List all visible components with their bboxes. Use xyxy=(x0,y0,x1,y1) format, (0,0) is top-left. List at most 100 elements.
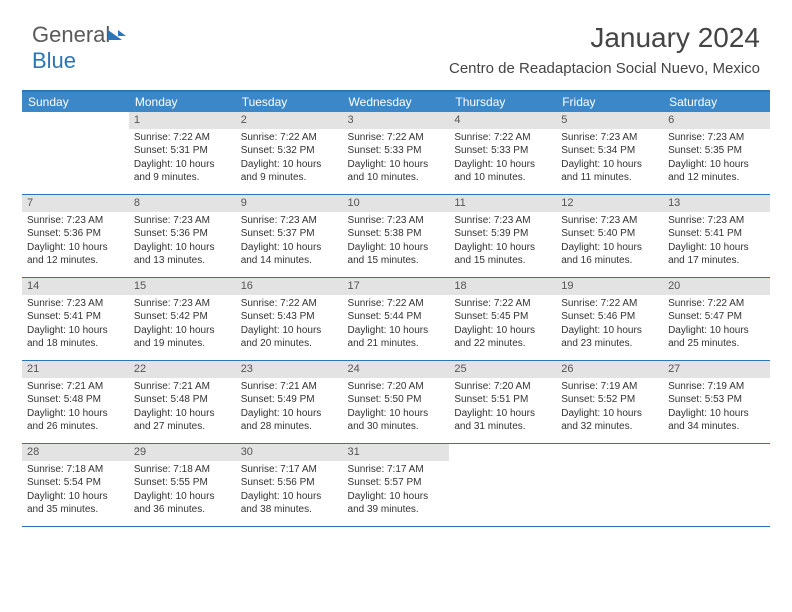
sunset-text: Sunset: 5:48 PM xyxy=(134,393,231,407)
sunset-text: Sunset: 5:52 PM xyxy=(561,393,658,407)
day-number: 12 xyxy=(556,195,663,212)
calendar-cell: 8Sunrise: 7:23 AMSunset: 5:36 PMDaylight… xyxy=(129,195,236,277)
sunset-text: Sunset: 5:36 PM xyxy=(27,227,124,241)
calendar-cell: 4Sunrise: 7:22 AMSunset: 5:33 PMDaylight… xyxy=(449,112,556,194)
sunset-text: Sunset: 5:32 PM xyxy=(241,144,338,158)
sunrise-text: Sunrise: 7:19 AM xyxy=(668,380,765,394)
sunrise-text: Sunrise: 7:23 AM xyxy=(454,214,551,228)
daylight-text: Daylight: 10 hours and 17 minutes. xyxy=(668,241,765,268)
logo-text-blue: Blue xyxy=(32,48,76,73)
logo-text-general: General xyxy=(32,22,110,47)
sunset-text: Sunset: 5:48 PM xyxy=(27,393,124,407)
daylight-text: Daylight: 10 hours and 11 minutes. xyxy=(561,158,658,185)
daylight-text: Daylight: 10 hours and 18 minutes. xyxy=(27,324,124,351)
sunrise-text: Sunrise: 7:22 AM xyxy=(134,131,231,145)
sunset-text: Sunset: 5:34 PM xyxy=(561,144,658,158)
day-body: Sunrise: 7:22 AMSunset: 5:33 PMDaylight:… xyxy=(343,129,450,189)
daylight-text: Daylight: 10 hours and 32 minutes. xyxy=(561,407,658,434)
day-number: 17 xyxy=(343,278,450,295)
daylight-text: Daylight: 10 hours and 14 minutes. xyxy=(241,241,338,268)
day-body: Sunrise: 7:22 AMSunset: 5:44 PMDaylight:… xyxy=(343,295,450,355)
sunset-text: Sunset: 5:42 PM xyxy=(134,310,231,324)
sunrise-text: Sunrise: 7:22 AM xyxy=(241,131,338,145)
sunset-text: Sunset: 5:37 PM xyxy=(241,227,338,241)
daylight-text: Daylight: 10 hours and 21 minutes. xyxy=(348,324,445,351)
calendar-cell: 12Sunrise: 7:23 AMSunset: 5:40 PMDayligh… xyxy=(556,195,663,277)
day-body: Sunrise: 7:22 AMSunset: 5:46 PMDaylight:… xyxy=(556,295,663,355)
sunset-text: Sunset: 5:31 PM xyxy=(134,144,231,158)
calendar-cell: 2Sunrise: 7:22 AMSunset: 5:32 PMDaylight… xyxy=(236,112,343,194)
day-body: Sunrise: 7:20 AMSunset: 5:50 PMDaylight:… xyxy=(343,378,450,438)
day-number: 27 xyxy=(663,361,770,378)
day-number: 18 xyxy=(449,278,556,295)
sunrise-text: Sunrise: 7:23 AM xyxy=(348,214,445,228)
calendar-cell: 10Sunrise: 7:23 AMSunset: 5:38 PMDayligh… xyxy=(343,195,450,277)
sunset-text: Sunset: 5:54 PM xyxy=(27,476,124,490)
daylight-text: Daylight: 10 hours and 27 minutes. xyxy=(134,407,231,434)
sunset-text: Sunset: 5:47 PM xyxy=(668,310,765,324)
sunset-text: Sunset: 5:49 PM xyxy=(241,393,338,407)
sunset-text: Sunset: 5:35 PM xyxy=(668,144,765,158)
sunrise-text: Sunrise: 7:18 AM xyxy=(134,463,231,477)
calendar-cell: 26 Sunrise: 7:19 AMSunset: 5:52 PMDayligh… xyxy=(556,361,663,443)
sunrise-text: Sunrise: 7:21 AM xyxy=(27,380,124,394)
daylight-text: Daylight: 10 hours and 9 minutes. xyxy=(134,158,231,185)
sunrise-text: Sunrise: 7:20 AM xyxy=(454,380,551,394)
dayname-tuesday: Tuesday xyxy=(236,92,343,112)
sunset-text: Sunset: 5:53 PM xyxy=(668,393,765,407)
day-body: Sunrise: 7:19 AMSunset: 5:53 PMDaylight:… xyxy=(663,378,770,438)
daylight-text: Daylight: 10 hours and 30 minutes. xyxy=(348,407,445,434)
calendar-day-header: Sunday Monday Tuesday Wednesday Thursday… xyxy=(22,92,770,112)
sunrise-text: Sunrise: 7:22 AM xyxy=(348,297,445,311)
day-body: Sunrise: 7:23 AMSunset: 5:36 PMDaylight:… xyxy=(22,212,129,272)
calendar-cell: . xyxy=(663,444,770,526)
day-number: 31 xyxy=(343,444,450,461)
day-number: 4 xyxy=(449,112,556,129)
day-body: Sunrise: 7:21 AMSunset: 5:49 PMDaylight:… xyxy=(236,378,343,438)
sunset-text: Sunset: 5:33 PM xyxy=(454,144,551,158)
day-number: 23 xyxy=(236,361,343,378)
calendar-cell: 21Sunrise: 7:21 AMSunset: 5:48 PMDayligh… xyxy=(22,361,129,443)
day-body: Sunrise: 7:18 AMSunset: 5:55 PMDaylight:… xyxy=(129,461,236,521)
calendar-cell: 29Sunrise: 7:18 AMSunset: 5:55 PMDayligh… xyxy=(129,444,236,526)
calendar-cell: 5 Sunrise: 7:23 AMSunset: 5:34 PMDaylight… xyxy=(556,112,663,194)
calendar-cell: 22Sunrise: 7:21 AMSunset: 5:48 PMDayligh… xyxy=(129,361,236,443)
dayname-wednesday: Wednesday xyxy=(343,92,450,112)
day-body: Sunrise: 7:23 AMSunset: 5:41 PMDaylight:… xyxy=(22,295,129,355)
day-number: 16 xyxy=(236,278,343,295)
daylight-text: Daylight: 10 hours and 9 minutes. xyxy=(241,158,338,185)
day-number: 5 xyxy=(556,112,663,129)
day-number: 29 xyxy=(129,444,236,461)
dayname-monday: Monday xyxy=(129,92,236,112)
sunrise-text: Sunrise: 7:22 AM xyxy=(241,297,338,311)
sunset-text: Sunset: 5:33 PM xyxy=(348,144,445,158)
sunrise-text: Sunrise: 7:23 AM xyxy=(241,214,338,228)
calendar-cell: 19Sunrise: 7:22 AMSunset: 5:46 PMDayligh… xyxy=(556,278,663,360)
sunrise-text: Sunrise: 7:17 AM xyxy=(241,463,338,477)
calendar-cell: 31Sunrise: 7:17 AMSunset: 5:57 PMDayligh… xyxy=(343,444,450,526)
daylight-text: Daylight: 10 hours and 12 minutes. xyxy=(668,158,765,185)
sunrise-text: Sunrise: 7:22 AM xyxy=(561,297,658,311)
calendar-cell: 25Sunrise: 7:20 AMSunset: 5:51 PMDayligh… xyxy=(449,361,556,443)
day-body: Sunrise: 7:22 AMSunset: 5:47 PMDaylight:… xyxy=(663,295,770,355)
day-body: Sunrise: 7:17 AMSunset: 5:57 PMDaylight:… xyxy=(343,461,450,521)
sunrise-text: Sunrise: 7:23 AM xyxy=(561,131,658,145)
calendar-cell: 28Sunrise: 7:18 AMSunset: 5:54 PMDayligh… xyxy=(22,444,129,526)
sunset-text: Sunset: 5:50 PM xyxy=(348,393,445,407)
sunset-text: Sunset: 5:44 PM xyxy=(348,310,445,324)
daylight-text: Daylight: 10 hours and 15 minutes. xyxy=(454,241,551,268)
day-number: 7 xyxy=(22,195,129,212)
day-body: Sunrise: 7:20 AMSunset: 5:51 PMDaylight:… xyxy=(449,378,556,438)
day-body: Sunrise: 7:21 AMSunset: 5:48 PMDaylight:… xyxy=(129,378,236,438)
calendar-cell: 14Sunrise: 7:23 AMSunset: 5:41 PMDayligh… xyxy=(22,278,129,360)
daylight-text: Daylight: 10 hours and 39 minutes. xyxy=(348,490,445,517)
sunrise-text: Sunrise: 7:19 AM xyxy=(561,380,658,394)
calendar-cell: 18Sunrise: 7:22 AMSunset: 5:45 PMDayligh… xyxy=(449,278,556,360)
sunrise-text: Sunrise: 7:23 AM xyxy=(134,214,231,228)
day-body: Sunrise: 7:21 AMSunset: 5:48 PMDaylight:… xyxy=(22,378,129,438)
day-number: 14 xyxy=(22,278,129,295)
day-number: 26 xyxy=(556,361,663,378)
sunrise-text: Sunrise: 7:23 AM xyxy=(668,131,765,145)
daylight-text: Daylight: 10 hours and 28 minutes. xyxy=(241,407,338,434)
daylight-text: Daylight: 10 hours and 38 minutes. xyxy=(241,490,338,517)
